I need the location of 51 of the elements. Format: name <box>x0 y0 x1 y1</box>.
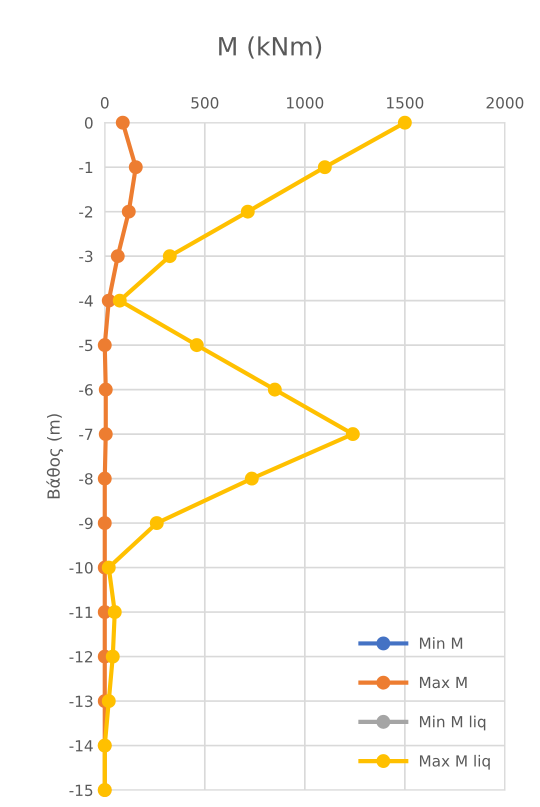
chart-title: M (kNm) <box>219 36 322 59</box>
point <box>98 516 112 530</box>
point <box>102 694 116 708</box>
point <box>162 249 177 264</box>
y-tick-label: -1 <box>79 162 92 173</box>
x-tick-label: 2000 <box>486 97 524 109</box>
y-tick-label: -6 <box>79 384 93 396</box>
point <box>112 294 127 308</box>
point <box>98 472 112 486</box>
y-axis-title: Βάθος (m) <box>46 414 64 498</box>
point <box>98 338 112 352</box>
y-tick-label: -13 <box>69 696 92 708</box>
legend-label: Max M <box>420 676 467 688</box>
point <box>398 116 412 130</box>
x-tick-label: 0 <box>100 97 109 109</box>
y-tick-label: -2 <box>79 206 92 218</box>
y-tick-label: -7 <box>79 428 92 440</box>
point <box>190 338 204 352</box>
y-tick-label: -8 <box>79 473 93 485</box>
point <box>110 249 125 264</box>
y-tick-label: -5 <box>79 340 92 352</box>
point <box>318 160 332 174</box>
point <box>128 160 143 174</box>
point <box>106 650 120 664</box>
point <box>116 116 130 130</box>
x-tick-label: 1000 <box>287 97 324 109</box>
point <box>102 294 116 308</box>
y-tick-label: -15 <box>69 784 92 796</box>
point <box>102 560 116 575</box>
y-tick-label: -14 <box>69 740 93 752</box>
y-tick-label: 0 <box>84 117 93 129</box>
x-tick-label: 500 <box>191 97 218 109</box>
y-tick-label: -4 <box>79 295 93 306</box>
y-tick-label: -10 <box>69 562 93 574</box>
point <box>122 204 136 219</box>
y-tick-label: -12 <box>69 651 92 662</box>
point <box>98 382 113 397</box>
legend-label: Min M liq <box>420 716 486 730</box>
legend-label: Min M <box>420 637 462 649</box>
legend-label: Max M liq <box>420 754 490 770</box>
y-tick-label: -9 <box>79 518 93 530</box>
point <box>346 427 360 442</box>
point <box>108 605 122 620</box>
x-tick-label: 1500 <box>387 97 424 109</box>
y-tick-label: -3 <box>79 250 92 262</box>
point <box>268 382 282 397</box>
point <box>98 427 113 442</box>
point <box>244 472 259 486</box>
y-tick-label: -11 <box>69 606 92 618</box>
point <box>240 204 255 219</box>
point <box>150 516 164 530</box>
